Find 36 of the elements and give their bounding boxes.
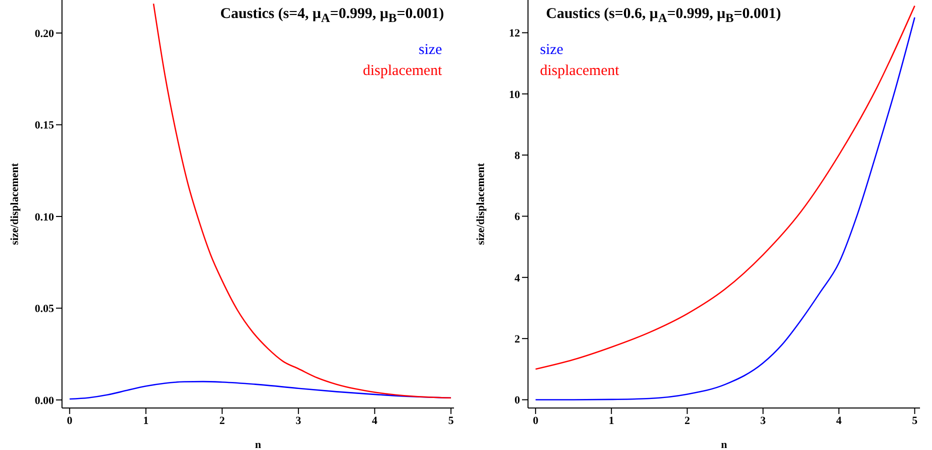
text: size	[418, 41, 442, 60]
x-tick-label: 0	[66, 414, 73, 427]
line-series	[152, 3, 452, 399]
x-tick-label: 3	[760, 414, 766, 427]
x-tick-label: 1	[608, 414, 614, 427]
x-tick-label: 4	[836, 414, 842, 427]
x-tick-label: 1	[143, 414, 149, 427]
x-tick-label: 5	[912, 414, 918, 427]
text: size	[540, 41, 564, 60]
y-tick-label: 8	[514, 150, 520, 162]
y-tick-label: 0	[514, 394, 520, 407]
x-tick-label: 2	[684, 414, 690, 427]
y-tick-label: 12	[509, 28, 520, 40]
text: displacement	[362, 62, 442, 81]
x-axis-title: n	[254, 439, 262, 450]
y-tick-label: 0.10	[34, 211, 54, 224]
y-axis-title: size/displacement	[8, 162, 21, 245]
y-axis-title: size/displacement	[474, 162, 487, 245]
x-tick-label: 0	[532, 414, 539, 427]
y-tick-label: 0.05	[34, 303, 54, 316]
x-tick-label: 4	[372, 414, 378, 427]
x-tick-label: 5	[448, 414, 454, 427]
text: Caustics (s=0.6, μ$_{A}$=0.999, μ$_{B}$=0.001)	[546, 6, 782, 26]
y-tick-label: 0.15	[34, 120, 54, 132]
x-tick-label: 2	[219, 414, 226, 427]
y-tick-label: 6	[514, 211, 520, 224]
y-tick-label: 0.20	[34, 28, 54, 40]
text: Caustics (s=4, μ$_{A}$=0.999, μ$_{B}$=0.001)	[220, 6, 444, 26]
x-axis-title: n	[720, 439, 728, 450]
y-tick-label: 10	[509, 88, 520, 101]
y-tick-label: 4	[514, 272, 520, 284]
y-tick-label: 2	[514, 333, 520, 346]
line-series	[68, 380, 452, 400]
text: displacement	[540, 62, 620, 81]
y-tick-label: 0.00	[34, 394, 54, 407]
x-tick-label: 3	[296, 414, 302, 427]
